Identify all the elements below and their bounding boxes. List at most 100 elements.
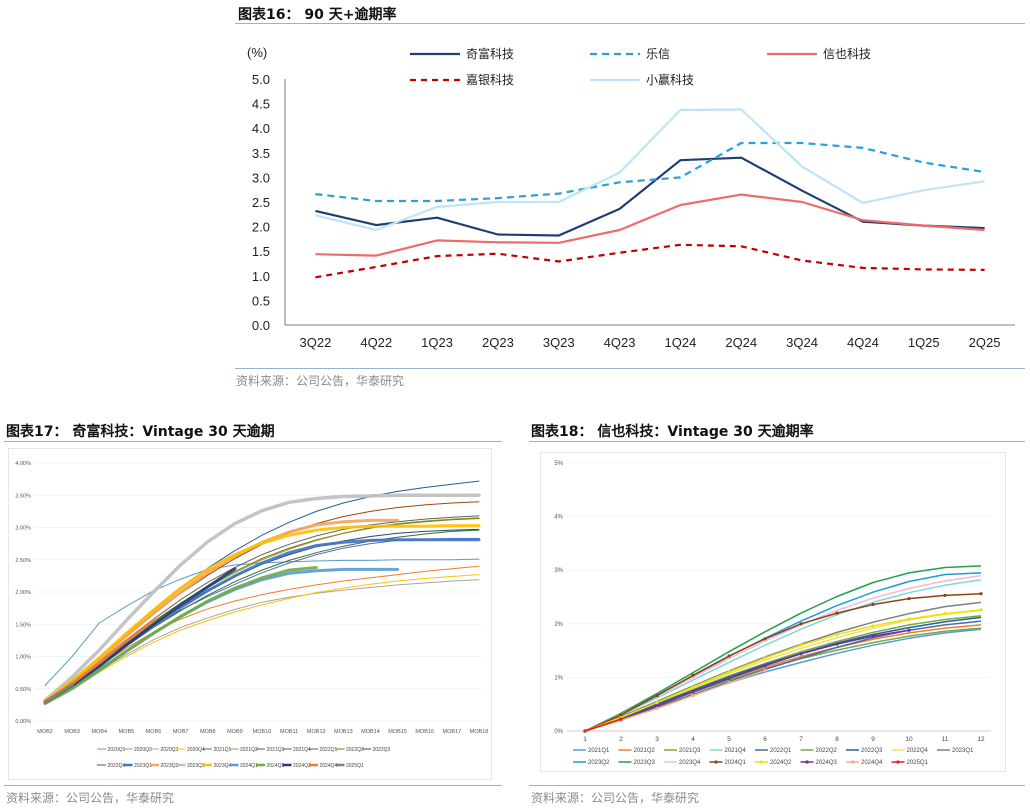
fig16-ytick-2-5: 2.5 <box>252 195 270 210</box>
fig18-legend-label-2021q2: 2021Q2 <box>634 748 656 754</box>
fig18-marker-2024q2-10 <box>943 612 947 616</box>
fig18-legend-label-2024q4: 2024Q4 <box>861 760 883 766</box>
fig17-series-2022q2 <box>44 518 480 703</box>
fig17-legend-label-2021q4: 2021Q4 <box>293 747 311 753</box>
fig18-ytick-5: 5% <box>554 461 563 467</box>
fig16-legend-label-3: 信也科技 <box>823 47 871 61</box>
fig16-legend-label-5: 小赢科技 <box>646 72 694 87</box>
fig16-xtick-4q22: 4Q22 <box>360 335 392 350</box>
fig17-legend-label-2023q2: 2023Q2 <box>161 763 179 769</box>
fig18-legend-label-2025q1: 2025Q1 <box>907 760 929 766</box>
fig16-series-4 <box>315 243 985 279</box>
fig17-xtick-mob17: MOB17 <box>443 729 462 735</box>
fig18-legend-label-2024q1: 2024Q1 <box>725 760 747 766</box>
fig16-ytick-5-0: 5.0 <box>252 72 270 87</box>
fig17-ytick-1-50: 1.50% <box>15 622 31 628</box>
fig18-ytick-0: 0% <box>554 729 563 735</box>
fig18-marker-2024q4-3 <box>691 694 695 698</box>
fig17-series-2023q3 <box>43 493 481 703</box>
fig16-xtick-3q24: 3Q24 <box>786 335 818 350</box>
fig17-ytick-2-00: 2.00% <box>15 590 31 596</box>
fig18-legend-label-2022q1: 2022Q1 <box>770 748 792 754</box>
fig17-xtick-mob14: MOB14 <box>361 729 380 735</box>
fig17-xtick-mob18: MOB18 <box>470 729 489 735</box>
fig17-xtick-mob8: MOB8 <box>200 729 216 735</box>
fig16-ytick-1-0: 1.0 <box>252 269 270 284</box>
fig18-marker-2024q1-4 <box>727 654 731 658</box>
fig17-legend-label-2020q3: 2020Q3 <box>161 747 179 753</box>
fig18-legend-label-2021q3: 2021Q3 <box>679 748 701 754</box>
fig18-xtick-8: 8 <box>835 736 839 743</box>
fig18-legend-marker-2024q3 <box>805 760 809 764</box>
fig18-series-2021q2 <box>584 624 982 732</box>
fig17-series-2023q1 <box>43 538 481 704</box>
fig17-series-2023q4 <box>43 524 481 703</box>
fig17-legend-label-2020q2: 2020Q2 <box>134 747 152 753</box>
fig17-xtick-mob10: MOB10 <box>253 729 272 735</box>
fig17-legend-label-2023q3: 2023Q3 <box>187 763 205 769</box>
fig17-legend-label-2022q3: 2022Q3 <box>373 747 391 753</box>
fig18-ytick-2: 2% <box>554 622 563 628</box>
fig17-series-2020q3 <box>44 579 480 704</box>
fig17-legend-label-2023q1: 2023Q1 <box>134 763 152 769</box>
fig17-legend-label-2021q3: 2021Q3 <box>267 747 285 753</box>
fig16-xtick-1q25: 1Q25 <box>908 335 940 350</box>
fig16-title-rule <box>235 23 1025 24</box>
fig18-marker-2024q4-5 <box>763 668 767 673</box>
fig18-marker-2024q3-7 <box>835 642 839 646</box>
fig16-xtick-2q23: 2Q23 <box>482 335 514 350</box>
fig18-xtick-11: 11 <box>942 736 949 743</box>
fig18-legend-label-2022q3: 2022Q3 <box>861 748 883 754</box>
fig18-legend-marker-2024q2 <box>759 760 764 764</box>
fig16-xtick-1q24: 1Q24 <box>665 335 697 350</box>
fig18-series-2022q1 <box>584 620 982 732</box>
fig17-xtick-mob5: MOB5 <box>119 729 135 735</box>
fig16-legend-label-1: 奇富科技 <box>466 46 514 61</box>
fig18-series-2023q1 <box>584 601 982 732</box>
fig17-series-2024q4 <box>43 618 155 704</box>
fig16-xtick-4q23: 4Q23 <box>604 335 636 350</box>
fig18-series-2021q1 <box>584 628 982 732</box>
fig16-title: 图表16： 90 天+逾期率 <box>238 7 397 23</box>
fig17-ytick-2-50: 2.50% <box>15 558 31 564</box>
fig18-xtick-5: 5 <box>727 736 731 743</box>
fig18-marker-2024q3-4 <box>727 676 731 681</box>
fig18-marker-2024q3-3 <box>691 690 695 694</box>
fig17-legend-label-2024q4: 2024Q4 <box>320 763 338 769</box>
fig18-xtick-2: 2 <box>619 736 623 743</box>
fig18-xtick-1: 1 <box>583 736 587 743</box>
fig17-xtick-mob3: MOB3 <box>64 729 80 735</box>
fig17-legend-label-2023q4: 2023Q4 <box>214 763 232 769</box>
fig18-series-2024q2 <box>584 609 982 732</box>
fig18-series-2024q4 <box>584 669 766 732</box>
fig17-xtick-mob7: MOB7 <box>173 729 189 735</box>
fig18-series-2021q3 <box>584 627 982 732</box>
fig16-bottom-rule <box>235 368 1025 369</box>
fig18-marker-2024q3-2 <box>655 704 659 708</box>
fig18-marker-2025q1-0 <box>583 729 587 733</box>
fig16-chart: (%) 0.0 0.5 1.0 1.5 2.0 2.5 3.0 3.5 4.0 4.5 5.0 3Q22… <box>247 45 1015 350</box>
fig18-legend-label-2021q1: 2021Q1 <box>588 748 610 754</box>
fig17-xtick-mob11: MOB11 <box>280 729 298 735</box>
fig18-marker-2024q1-2 <box>655 694 659 698</box>
fig18-marker-2024q1-9 <box>907 597 911 601</box>
fig18-marker-2024q2-5 <box>763 656 767 660</box>
fig16-legend-label-2: 乐信 <box>646 47 670 61</box>
fig18-marker-2024q2-11 <box>979 608 983 612</box>
fig18-marker-2024q4-2 <box>655 706 659 711</box>
fig18-series-2023q3 <box>584 565 982 732</box>
fig18-legend-marker-2024q1 <box>714 760 718 764</box>
fig18-marker-2024q2-8 <box>871 624 875 628</box>
fig17-ytick-1-00: 1.00% <box>15 655 31 661</box>
fig18-marker-2024q1-5 <box>763 637 767 641</box>
fig18-marker-2024q2-6 <box>799 643 803 647</box>
fig18-marker-2024q2-4 <box>727 670 731 674</box>
fig18-legend-label-2022q2: 2022Q2 <box>816 748 838 754</box>
fig18-source: 资料来源：公司公告，华泰研究 <box>531 791 700 805</box>
fig17-legend-label-2021q2: 2021Q2 <box>240 747 258 753</box>
fig16-xtick-3q22: 3Q22 <box>300 335 332 350</box>
fig18-legend-label-2023q1: 2023Q1 <box>952 748 974 754</box>
fig18-marker-2024q1-1 <box>619 713 623 717</box>
fig16-xtick-3q23: 3Q23 <box>543 335 575 350</box>
